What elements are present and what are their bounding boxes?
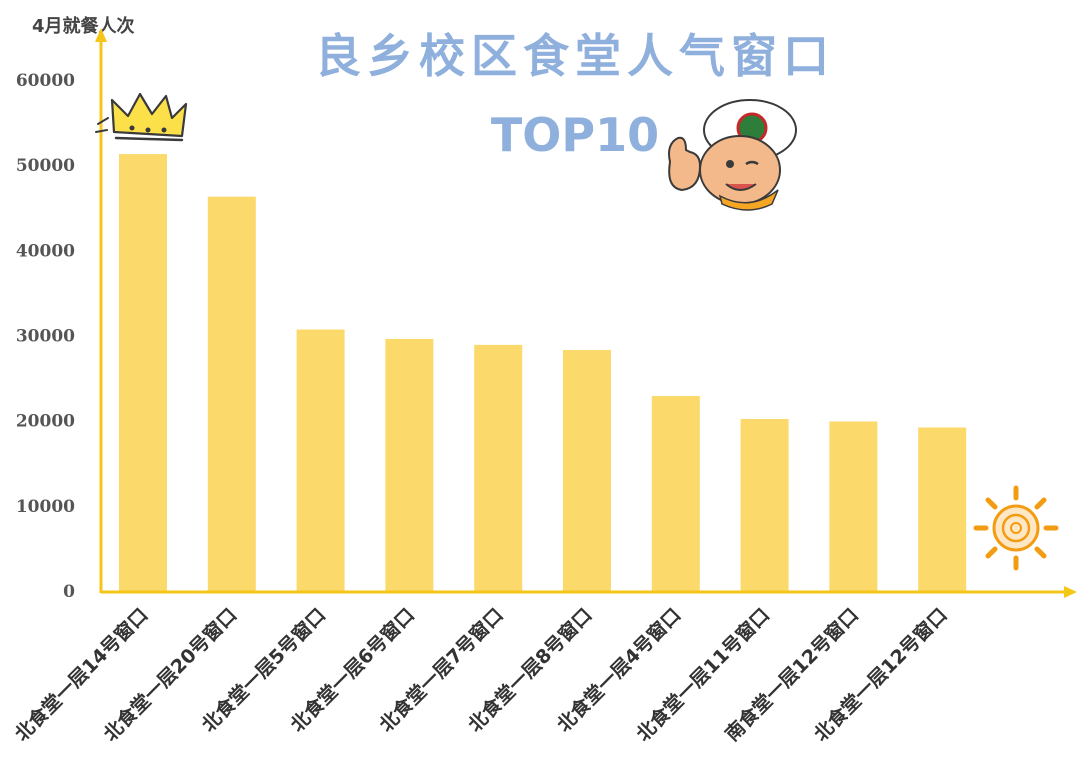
bar	[296, 329, 345, 591]
y-tick-labels: 0 10000 20000 30000 40000 50000 60000	[16, 71, 75, 602]
y-tick-label: 20000	[16, 412, 75, 432]
chart-subtitle: TOP10	[490, 108, 660, 162]
bar	[119, 154, 167, 591]
bar	[918, 427, 967, 591]
bar	[474, 344, 523, 591]
y-tick-label: 60000	[16, 71, 75, 91]
bar	[207, 196, 256, 591]
y-tick-label: 10000	[16, 497, 75, 517]
category-labels: 北食堂一层14号窗口北食堂一层20号窗口北食堂一层5号窗口北食堂一层6号窗口北食…	[10, 603, 952, 745]
crown-icon	[95, 92, 188, 142]
y-tick-label: 40000	[16, 241, 75, 261]
chef-mascot-icon	[668, 99, 797, 211]
bar	[563, 349, 611, 591]
x-axis-arrow	[1064, 586, 1077, 598]
sun-icon	[973, 485, 1059, 571]
y-axis-unit-label: 4月就餐人次	[32, 16, 135, 37]
chart-title: 良乡校区食堂人气窗口	[315, 29, 835, 83]
y-tick-label: 0	[63, 582, 75, 602]
bars	[119, 154, 967, 591]
axes	[95, 28, 1077, 598]
y-axis-arrow	[95, 28, 107, 42]
y-tick-label: 30000	[16, 327, 75, 347]
y-tick-label: 50000	[16, 156, 75, 176]
bar	[740, 418, 789, 591]
bar	[651, 395, 700, 591]
bar	[385, 338, 434, 591]
bar	[829, 421, 878, 591]
